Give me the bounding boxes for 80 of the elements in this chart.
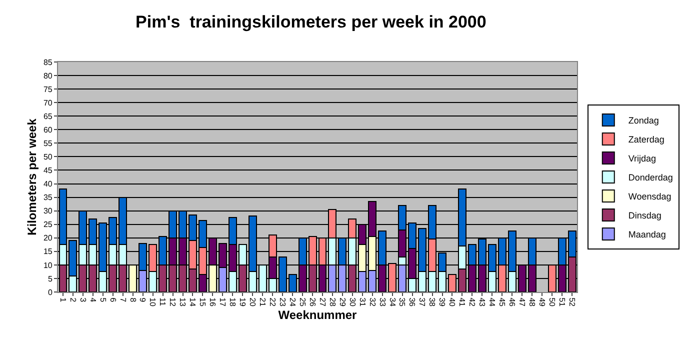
legend-label: Maandag (628, 230, 666, 240)
y-axis-title: Kilometers per week (24, 118, 39, 236)
x-tick-label: 52 (567, 298, 576, 308)
legend-label: Vrijdag (628, 154, 656, 164)
x-tick-label: 42 (468, 298, 477, 308)
x-tick-label: 20 (248, 298, 258, 308)
y-tick-label: 40 (43, 180, 53, 189)
x-tick-label: 16 (208, 298, 218, 308)
legend-label: Zondag (628, 116, 659, 126)
x-tick-label: 38 (428, 298, 437, 308)
x-tick-label: 2 (68, 298, 78, 303)
x-tick-label: 33 (378, 298, 387, 308)
x-tick-label: 30 (348, 298, 357, 308)
y-tick-label: 70 (43, 98, 53, 108)
y-tick-label: 45 (43, 166, 53, 176)
x-tick-label: 8 (128, 298, 138, 303)
x-tick-label: 50 (547, 298, 556, 308)
y-tick-label: 20 (43, 234, 53, 243)
x-tick-label: 44 (488, 298, 497, 308)
x-tick-label: 24 (288, 298, 297, 308)
x-tick-label: 39 (438, 298, 447, 308)
x-tick-label: 47 (518, 298, 527, 308)
x-tick-label: 21 (258, 298, 268, 308)
x-tick-label: 22 (268, 298, 277, 308)
x-tick-label: 7 (118, 298, 128, 303)
x-tick-label: 6 (108, 298, 118, 303)
legend-label: Dinsdag (628, 210, 662, 221)
y-tick-label: 85 (43, 58, 53, 67)
x-tick-label: 35 (398, 298, 407, 308)
legend-label: Zaterdag (628, 134, 664, 145)
y-tick-label: 50 (43, 152, 53, 162)
x-tick-label: 9 (138, 298, 148, 303)
chart-title: Pim's trainingskilometers per week in 2000 (136, 12, 486, 32)
x-tick-label: 19 (238, 298, 248, 308)
x-tick-label: 12 (168, 298, 178, 308)
x-tick-label: 48 (527, 298, 536, 308)
x-tick-label: 34 (388, 298, 397, 308)
x-tick-label: 25 (298, 298, 307, 308)
y-tick-label: 25 (43, 220, 53, 230)
x-tick-label: 49 (537, 298, 546, 308)
x-tick-label: 18 (228, 298, 238, 308)
y-tick-label: 30 (43, 206, 53, 216)
x-tick-label: 17 (218, 298, 228, 308)
x-axis-title: Weeknummer (278, 308, 358, 322)
x-tick-label: 37 (418, 298, 427, 308)
x-tick-label: 40 (448, 298, 457, 308)
y-tick-label: 75 (43, 84, 53, 94)
x-tick-label: 32 (368, 298, 377, 308)
x-tick-label: 31 (358, 298, 367, 308)
x-tick-label: 1 (58, 298, 68, 303)
x-tick-label: 14 (188, 298, 198, 308)
y-tick-label: 55 (43, 138, 53, 148)
y-tick-label: 60 (43, 125, 53, 134)
x-tick-label: 3 (78, 298, 88, 303)
x-tick-label: 28 (328, 298, 337, 308)
x-tick-label: 27 (318, 298, 327, 308)
x-tick-label: 11 (158, 298, 168, 306)
x-tick-label: 15 (198, 298, 208, 308)
y-tick-label: 10 (43, 260, 53, 270)
legend-label: Woensdag (628, 192, 672, 202)
x-tick-label: 46 (508, 298, 517, 308)
y-tick-label: 65 (43, 112, 53, 121)
x-tick-label: 29 (338, 298, 347, 308)
y-tick-label: 35 (43, 193, 53, 202)
x-tick-label: 13 (178, 298, 188, 308)
y-tick-label: 80 (43, 71, 53, 80)
x-tick-label: 4 (88, 298, 98, 303)
y-tick-label: 15 (43, 247, 53, 256)
x-tick-label: 23 (278, 298, 287, 308)
x-tick-label: 10 (148, 298, 158, 308)
x-tick-label: 45 (498, 298, 507, 308)
x-tick-label: 5 (98, 298, 108, 303)
y-tick-label: 5 (48, 274, 53, 284)
legend-label: Donderdag (628, 172, 673, 183)
x-tick-label: 41 (458, 298, 467, 308)
y-tick-label: 0 (48, 288, 53, 297)
x-tick-label: 26 (308, 298, 317, 308)
x-tick-label: 43 (478, 298, 487, 308)
x-tick-label: 51 (557, 298, 566, 308)
x-tick-label: 36 (408, 298, 417, 308)
